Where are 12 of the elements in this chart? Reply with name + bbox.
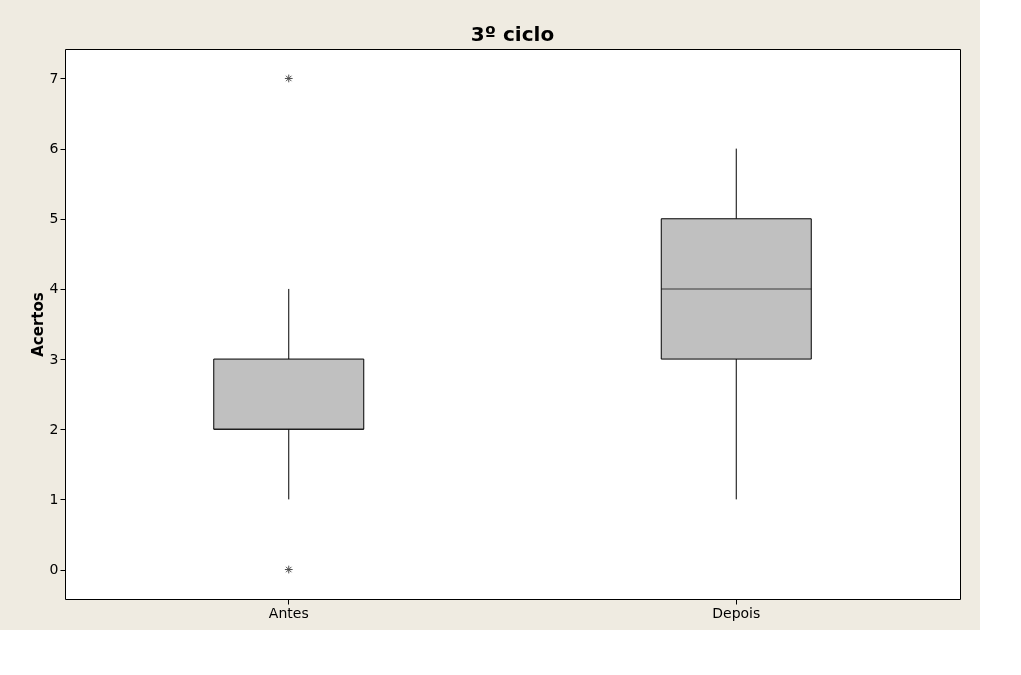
y-tick-label: 6 xyxy=(49,140,59,157)
y-axis-title: Acertos xyxy=(28,292,47,357)
y-tick-label: 2 xyxy=(49,420,59,437)
y-tick-label: 3 xyxy=(49,350,59,367)
x-tick-label: Antes xyxy=(268,604,309,621)
y-tick-label: 5 xyxy=(49,210,59,227)
x-tick-label: Depois xyxy=(712,604,761,621)
y-tick-label: 4 xyxy=(49,280,59,297)
y-tick-label: 1 xyxy=(49,490,59,507)
chart-title: 3º ciclo xyxy=(470,22,555,46)
y-tick-label: 7 xyxy=(49,69,59,86)
y-tick-label: 0 xyxy=(49,561,59,578)
